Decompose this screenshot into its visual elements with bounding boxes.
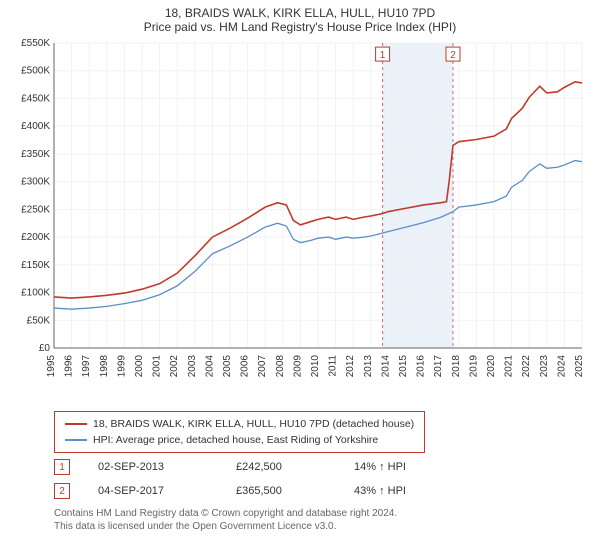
svg-text:2018: 2018 — [451, 355, 462, 378]
svg-text:2003: 2003 — [187, 355, 198, 378]
chart-svg: £0 £50K £100K £150K £200K £250K £300K £350K £400… — [10, 38, 590, 403]
svg-text:2006: 2006 — [240, 355, 251, 378]
title-subtitle: Price paid vs. HM Land Registry's House … — [10, 20, 590, 34]
event-price: £365,500 — [236, 485, 326, 497]
svg-text:2017: 2017 — [433, 355, 444, 378]
title-block: 18, BRAIDS WALK, KIRK ELLA, HULL, HU10 7… — [10, 6, 590, 34]
legend-label: 18, BRAIDS WALK, KIRK ELLA, HULL, HU10 7… — [93, 416, 414, 432]
svg-text:2001: 2001 — [152, 355, 163, 378]
legend: 18, BRAIDS WALK, KIRK ELLA, HULL, HU10 7… — [54, 411, 425, 453]
svg-text:1995: 1995 — [46, 355, 57, 378]
svg-text:2: 2 — [450, 50, 456, 61]
svg-text:£100K: £100K — [21, 288, 50, 299]
event-row: 2 04-SEP-2017 £365,500 43% ↑ HPI — [54, 483, 590, 499]
legend-item: HPI: Average price, detached house, East… — [65, 432, 414, 448]
svg-text:£50K: £50K — [27, 315, 51, 326]
svg-text:2013: 2013 — [363, 355, 374, 378]
svg-text:2000: 2000 — [134, 355, 145, 378]
footer-line1: Contains HM Land Registry data © Crown c… — [54, 507, 590, 520]
event-marker: 2 — [54, 483, 70, 499]
svg-text:2011: 2011 — [328, 355, 339, 377]
svg-text:1998: 1998 — [99, 355, 110, 378]
title-address: 18, BRAIDS WALK, KIRK ELLA, HULL, HU10 7… — [10, 6, 590, 20]
svg-text:2022: 2022 — [521, 355, 532, 378]
event-marker: 1 — [54, 459, 70, 475]
figure-container: 18, BRAIDS WALK, KIRK ELLA, HULL, HU10 7… — [0, 0, 600, 537]
svg-text:£350K: £350K — [21, 149, 50, 160]
svg-text:2024: 2024 — [556, 355, 567, 378]
chart: £0 £50K £100K £150K £200K £250K £300K £350K £400… — [10, 38, 590, 403]
svg-text:2014: 2014 — [380, 355, 391, 378]
svg-text:2015: 2015 — [398, 355, 409, 378]
svg-text:£250K: £250K — [21, 204, 50, 215]
svg-text:2012: 2012 — [345, 355, 356, 378]
legend-swatch — [65, 423, 87, 425]
svg-text:1996: 1996 — [64, 355, 75, 378]
event-date: 04-SEP-2017 — [98, 485, 208, 497]
svg-text:1997: 1997 — [81, 355, 92, 378]
svg-text:2020: 2020 — [486, 355, 497, 378]
svg-text:£550K: £550K — [21, 38, 50, 49]
svg-text:2016: 2016 — [416, 355, 427, 378]
svg-text:2010: 2010 — [310, 355, 321, 378]
svg-text:£200K: £200K — [21, 232, 50, 243]
svg-text:2019: 2019 — [468, 355, 479, 378]
footer: Contains HM Land Registry data © Crown c… — [54, 507, 590, 533]
svg-text:2007: 2007 — [257, 355, 268, 378]
event-delta: 43% ↑ HPI — [354, 485, 406, 497]
svg-text:£0: £0 — [39, 343, 51, 354]
svg-text:1: 1 — [380, 50, 386, 61]
event-table: 1 02-SEP-2013 £242,500 14% ↑ HPI 2 04-SEP-201… — [54, 459, 590, 499]
event-date: 02-SEP-2013 — [98, 461, 208, 473]
legend-swatch — [65, 439, 87, 441]
legend-label: HPI: Average price, detached house, East… — [93, 432, 378, 448]
svg-text:£500K: £500K — [21, 66, 50, 77]
svg-text:2008: 2008 — [275, 355, 286, 378]
svg-text:£150K: £150K — [21, 260, 50, 271]
event-row: 1 02-SEP-2013 £242,500 14% ↑ HPI — [54, 459, 590, 475]
svg-text:2004: 2004 — [204, 355, 215, 378]
event-price: £242,500 — [236, 461, 326, 473]
svg-text:1999: 1999 — [116, 355, 127, 378]
svg-text:2023: 2023 — [539, 355, 550, 378]
svg-text:2005: 2005 — [222, 355, 233, 378]
svg-text:£450K: £450K — [21, 93, 50, 104]
svg-text:2002: 2002 — [169, 355, 180, 378]
svg-text:£300K: £300K — [21, 177, 50, 188]
footer-line2: This data is licensed under the Open Gov… — [54, 520, 590, 533]
svg-text:2009: 2009 — [292, 355, 303, 378]
svg-text:2021: 2021 — [504, 355, 515, 378]
legend-item: 18, BRAIDS WALK, KIRK ELLA, HULL, HU10 7… — [65, 416, 414, 432]
event-delta: 14% ↑ HPI — [354, 461, 406, 473]
svg-text:£400K: £400K — [21, 121, 50, 132]
svg-text:2025: 2025 — [574, 355, 585, 378]
